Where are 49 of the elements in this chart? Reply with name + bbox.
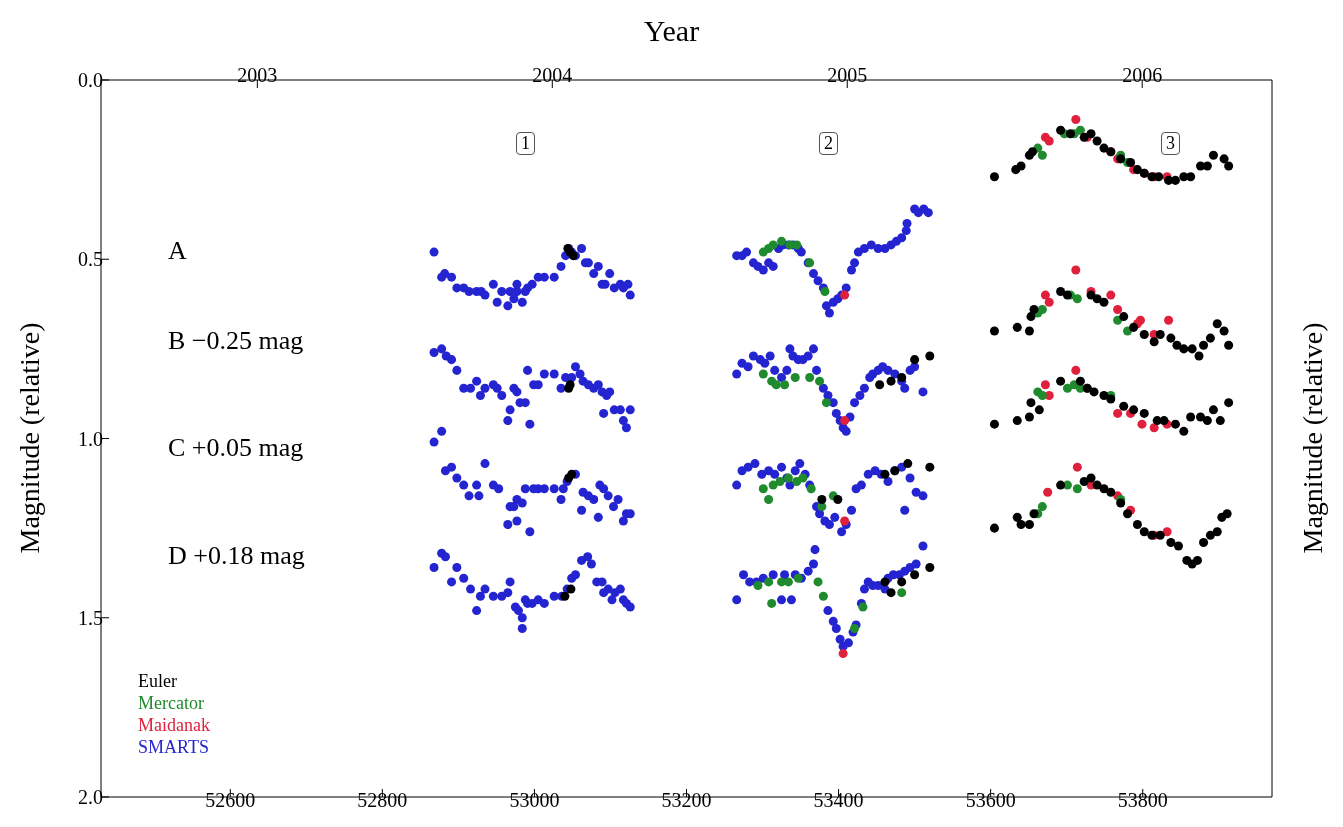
- x2-tick-label: 2005: [827, 64, 868, 86]
- annotation: 1: [516, 132, 535, 155]
- y2-axis-title: Magnitude (relative): [1297, 322, 1329, 554]
- point: [1113, 408, 1123, 418]
- x-tick-label: 53400: [813, 789, 864, 811]
- y-tick-label: 2.0: [78, 786, 103, 808]
- x-tick-label: 52800: [357, 789, 408, 811]
- point: [1040, 380, 1050, 390]
- point: [1137, 419, 1147, 429]
- x2-tick-label: 2004: [532, 64, 573, 86]
- x2-tick-label: 2006: [1122, 64, 1163, 86]
- y-tick-label: 1.0: [78, 427, 103, 450]
- annotation: 3: [1161, 132, 1180, 155]
- point: [1071, 365, 1081, 375]
- annotation: 2: [819, 132, 838, 155]
- x-tick-label: 53000: [509, 789, 560, 811]
- text: Euler: [138, 670, 178, 692]
- point: [1044, 297, 1054, 307]
- point: [1043, 487, 1053, 497]
- point: [838, 649, 848, 659]
- point: [840, 516, 850, 526]
- annotation: C +0.05 mag: [168, 433, 304, 463]
- point: [1113, 304, 1123, 314]
- text: Maidanak: [138, 714, 210, 736]
- point: [1164, 315, 1174, 325]
- text: SMARTS: [138, 736, 210, 758]
- x-tick-label: 53200: [661, 789, 712, 811]
- y-tick-label: 0.5: [78, 248, 103, 271]
- x-tick-label: 53800: [1117, 789, 1168, 811]
- annotation: A: [168, 236, 187, 266]
- x2-axis-title: Year: [642, 14, 701, 48]
- point: [1162, 527, 1172, 537]
- point: [1071, 114, 1081, 124]
- point: [1135, 315, 1145, 325]
- annotation: B −0.25 mag: [168, 326, 304, 356]
- point: [1106, 290, 1116, 300]
- x-tick-label: 53600: [965, 789, 1016, 811]
- x2-tick-label: 2003: [237, 64, 278, 86]
- text: Mercator: [138, 692, 205, 714]
- point: [1072, 462, 1082, 472]
- point: [1044, 136, 1054, 146]
- y-tick-label: 0.0: [78, 69, 103, 91]
- point: [840, 416, 850, 426]
- y-tick-label: 1.5: [78, 606, 103, 629]
- point: [1040, 290, 1050, 300]
- x-tick-label: 52600: [205, 789, 256, 811]
- y-axis-title: Magnitude (relative): [14, 322, 46, 554]
- point: [1071, 265, 1081, 275]
- annotation: D +0.18 mag: [168, 541, 305, 571]
